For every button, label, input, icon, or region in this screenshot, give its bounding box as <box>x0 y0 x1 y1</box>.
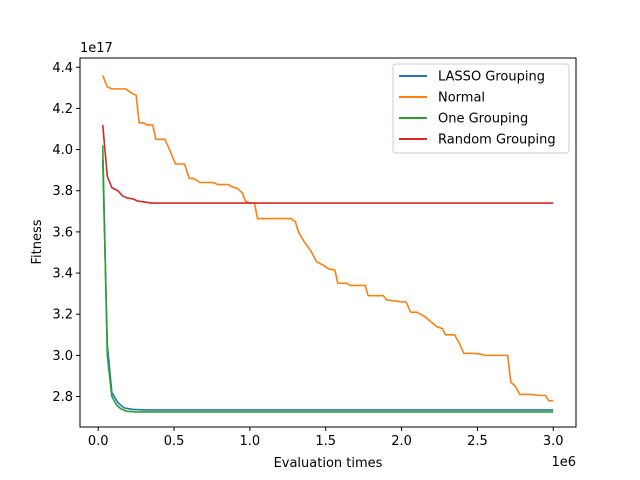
y-tick-label: 3.4 <box>52 267 73 282</box>
series-layer <box>101 75 554 413</box>
y-tick-label: 2.8 <box>52 390 73 405</box>
x-axis-label: Evaluation times <box>274 456 383 471</box>
x-tick-label: 2.0 <box>391 434 412 449</box>
y-tick-label: 3.6 <box>52 225 73 240</box>
y-tick-label: 3.2 <box>52 308 73 323</box>
y-tick-label: 3.8 <box>52 184 73 199</box>
x-offset-label: 1e6 <box>551 455 576 470</box>
x-tick-label: 0.0 <box>88 434 109 449</box>
x-tick-label: 0.5 <box>164 434 185 449</box>
legend-label-2: One Grouping <box>438 112 528 127</box>
series-line-2 <box>101 145 554 413</box>
legend-label-1: Normal <box>438 91 485 106</box>
y-tick-label: 4.0 <box>52 143 73 158</box>
x-tick-label: 1.0 <box>240 434 261 449</box>
series-line-1 <box>102 75 554 402</box>
x-tick-label: 2.5 <box>467 434 488 449</box>
legend: LASSO Grouping Normal One Grouping Random G… <box>392 63 570 154</box>
y-axis: 2.8 3.0 3.2 3.4 3.6 3.8 4.0 4.2 4.4 <box>52 61 80 405</box>
legend-frame <box>392 63 570 154</box>
y-tick-label: 4.2 <box>52 102 73 117</box>
x-tick-label: 1.5 <box>315 434 336 449</box>
legend-label-0: LASSO Grouping <box>438 70 545 85</box>
y-tick-label: 3.0 <box>52 349 73 364</box>
y-axis-label: Fitness <box>30 219 45 264</box>
series-line-3 <box>101 124 554 204</box>
plot-frame <box>79 57 577 428</box>
y-tick-label: 4.4 <box>52 61 73 76</box>
legend-label-3: Random Grouping <box>438 133 556 148</box>
x-axis: 0.0 0.5 1.0 1.5 2.0 2.5 3.0 <box>88 427 564 449</box>
y-offset-label: 1e17 <box>80 41 113 56</box>
x-tick-label: 3.0 <box>543 434 564 449</box>
